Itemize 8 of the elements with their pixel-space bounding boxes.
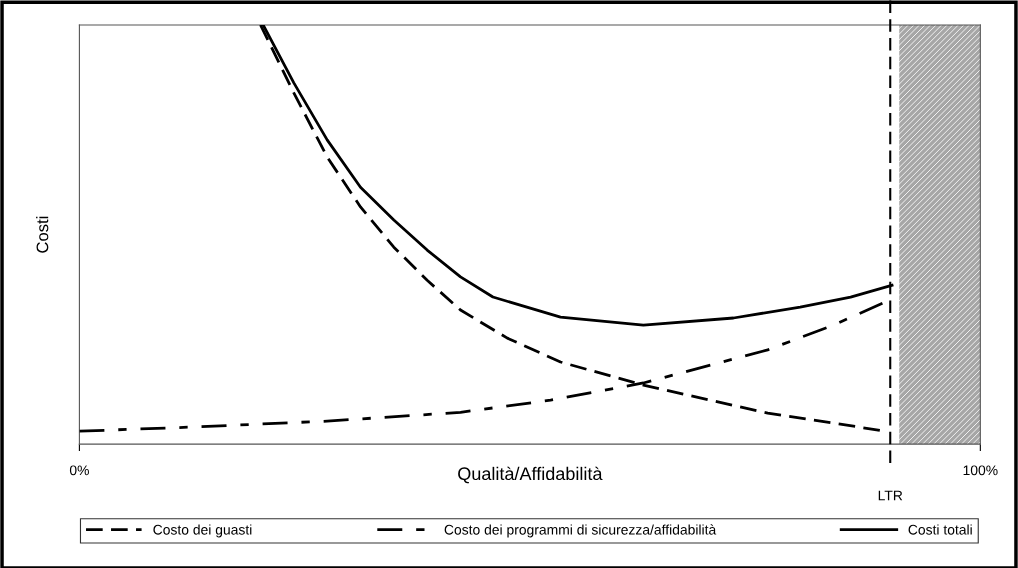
legend-label: Costi totali (908, 524, 972, 535)
x-axis-title: Qualità/Affidabilità (458, 466, 603, 484)
ref-line-label: LTR (878, 490, 903, 501)
x-tick-label: 0% (69, 465, 89, 476)
legend-label: Costo dei programmi di sicurezza/affidabilità (444, 524, 717, 538)
legend-label: Costo dei guasti (153, 524, 252, 538)
y-axis-title: Costi (36, 216, 49, 253)
x-tick-label: 100% (963, 465, 998, 476)
